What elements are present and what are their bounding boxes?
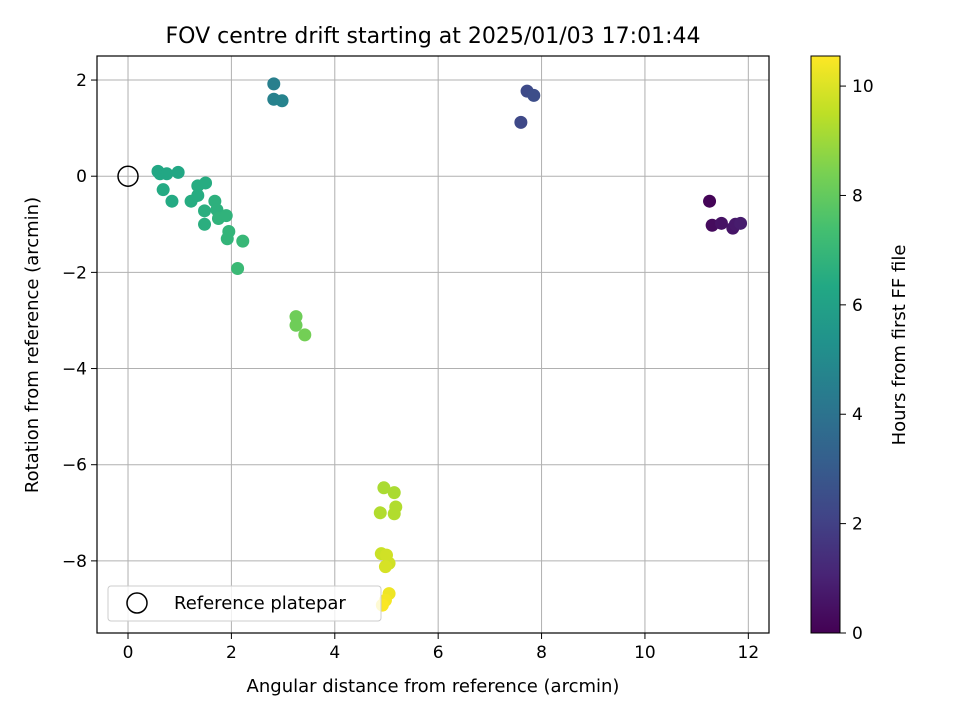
grid-lines	[97, 56, 769, 633]
colorbar-ticks: 0 2 4 6 8 10	[840, 77, 874, 644]
y-axis-label: Rotation from reference (arcmin)	[22, 197, 43, 493]
colorbar-tick-label: 8	[852, 186, 863, 206]
data-point	[191, 188, 205, 202]
x-tick-label: 10	[634, 643, 656, 663]
colorbar-label: Hours from first FF file	[889, 245, 910, 446]
data-point	[156, 183, 170, 197]
data-point	[703, 194, 717, 208]
y-tick-label: −6	[62, 456, 87, 476]
y-tick-label: −4	[62, 360, 87, 380]
legend-box	[107, 585, 382, 622]
data-point	[734, 216, 748, 230]
data-point	[165, 194, 179, 208]
data-point	[231, 262, 245, 276]
x-tick-label: 4	[329, 643, 340, 663]
y-tick-label: −8	[62, 552, 87, 572]
data-point	[378, 560, 392, 574]
data-point	[377, 481, 391, 495]
data-point	[198, 204, 212, 218]
data-point	[275, 94, 289, 108]
data-point	[267, 77, 281, 91]
data-point	[171, 165, 185, 179]
x-tick-label: 12	[738, 643, 760, 663]
x-tick-label: 6	[433, 643, 444, 663]
data-point	[236, 234, 250, 248]
colorbar	[810, 55, 841, 634]
data-point	[199, 176, 213, 190]
data-point	[387, 486, 401, 500]
data-point	[298, 328, 312, 342]
x-axis-ticks: 0 2 4 6 8 10 12	[123, 633, 760, 663]
plot-frame	[96, 55, 770, 634]
data-point	[514, 115, 528, 129]
colorbar-tick-label: 0	[852, 624, 863, 644]
data-points	[151, 77, 748, 612]
legend: Reference platepar	[107, 585, 382, 622]
colorbar-tick-label: 6	[852, 296, 863, 316]
data-point	[527, 88, 541, 102]
x-tick-label: 2	[226, 643, 237, 663]
chart-title: FOV centre drift starting at 2025/01/03 …	[166, 24, 701, 49]
x-axis-label: Angular distance from reference (arcmin)	[247, 676, 620, 697]
y-axis-ticks: 2 0 −2 −4 −6 −8	[62, 71, 97, 572]
data-point	[160, 167, 174, 181]
legend-entry-label: Reference platepar	[174, 593, 346, 614]
reference-point-marker	[117, 165, 139, 187]
x-tick-label: 8	[536, 643, 547, 663]
data-point	[289, 318, 303, 332]
y-tick-label: 2	[76, 71, 87, 91]
data-point	[714, 216, 728, 230]
colorbar-tick-label: 2	[852, 515, 863, 535]
data-point	[219, 209, 233, 223]
colorbar-tick-label: 10	[852, 77, 874, 97]
data-point	[387, 507, 401, 521]
data-point	[373, 506, 387, 520]
colorbar-tick-label: 4	[852, 405, 863, 425]
reference-marker-layer	[117, 165, 139, 187]
y-tick-label: −2	[62, 263, 87, 283]
x-tick-label: 0	[123, 643, 134, 663]
data-point	[220, 232, 234, 246]
y-tick-label: 0	[76, 167, 87, 187]
data-point	[198, 217, 212, 231]
legend-open-circle-icon	[126, 592, 148, 614]
